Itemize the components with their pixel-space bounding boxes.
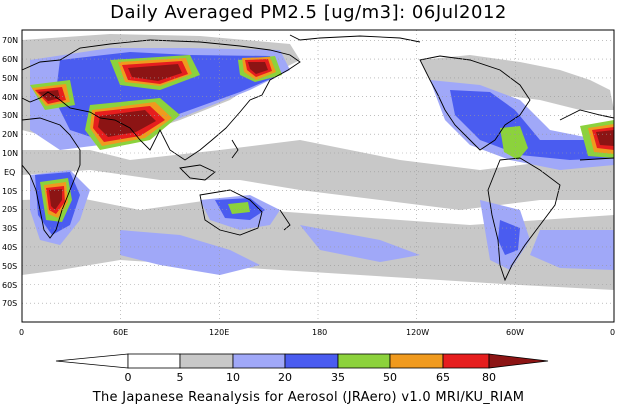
latitude-labels: 70N 60N 50N 40N 30N 20N 10N EQ 10S 20S 3… [2, 36, 18, 308]
lat-label: 60S [2, 281, 17, 290]
lon-label: 60E [113, 328, 128, 337]
lon-label: 0 [610, 328, 615, 337]
lat-label: 70S [2, 299, 17, 308]
colorbar-segment [232, 353, 286, 369]
lat-label: 50S [2, 262, 17, 271]
colorbar-label: 10 [226, 371, 240, 384]
lat-label: 30N [2, 111, 18, 120]
lon-label: 180 [312, 328, 327, 337]
lat-label: 70N [2, 36, 18, 45]
colorbar-segment [55, 353, 129, 369]
pm25-field [22, 30, 614, 322]
lat-label: 10N [2, 149, 18, 158]
lon-label: 120E [209, 328, 229, 337]
colorbar-label: 0 [125, 371, 132, 384]
lat-label: 50N [2, 74, 18, 83]
lat-label: EQ [4, 168, 15, 177]
footer-credit: The Japanese Reanalysis for Aerosol (JRA… [92, 390, 525, 405]
lon-label: 60W [506, 328, 524, 337]
colorbar-label: 65 [436, 371, 450, 384]
colorbar-segment [179, 353, 234, 369]
colorbar: 0 5 10 20 35 50 65 80 [55, 353, 549, 384]
lat-label: 20N [2, 130, 18, 139]
colorbar-segment [127, 353, 181, 369]
lat-label: 40S [2, 243, 17, 252]
lat-label: 30S [2, 224, 17, 233]
colorbar-segment [337, 353, 391, 369]
lon-label: 0 [19, 328, 24, 337]
lat-label: 60N [2, 55, 18, 64]
colorbar-segment [284, 353, 339, 369]
colorbar-segment [442, 353, 490, 369]
lat-label: 10S [2, 187, 17, 196]
gridlines [22, 30, 614, 322]
colorbar-label: 20 [278, 371, 292, 384]
map-frame [21, 29, 615, 323]
colorbar-label: 80 [482, 371, 496, 384]
longitude-labels: 0 60E 120E 180 120W 60W 0 [19, 328, 615, 337]
colorbar-label: 50 [383, 371, 397, 384]
lon-label: 120W [406, 328, 429, 337]
pm25-level-80-plus [38, 62, 614, 210]
map-title: Daily Averaged PM2.5 [ug/m3]: 06Jul2012 [110, 2, 507, 23]
colorbar-segment [488, 353, 549, 369]
lat-label: 40N [2, 93, 18, 102]
lat-label: 20S [2, 205, 17, 214]
colorbar-label: 5 [177, 371, 184, 384]
colorbar-label: 35 [331, 371, 345, 384]
colorbar-segment [389, 353, 444, 369]
